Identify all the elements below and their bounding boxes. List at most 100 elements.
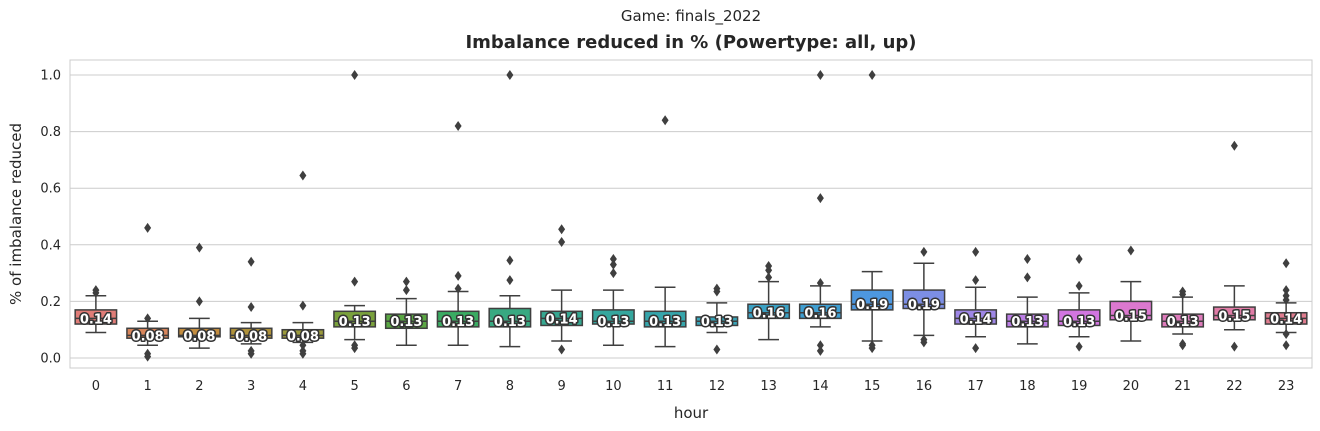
chart-title: Imbalance reduced in % (Powertype: all, …	[465, 32, 916, 53]
x-tick-label: 10	[605, 379, 622, 394]
x-axis-label: hour	[674, 404, 709, 422]
box-hour-11: 0.13	[643, 115, 687, 348]
median-label: 0.08	[132, 329, 164, 344]
x-tick-label: 15	[864, 379, 881, 394]
box-hour-18: 0.13	[1005, 253, 1049, 345]
outlier-point	[609, 268, 617, 279]
y-tick-label: 1.0	[40, 69, 61, 84]
outlier-point	[247, 302, 255, 313]
outlier-point	[1023, 253, 1031, 264]
outlier-point	[92, 285, 100, 296]
iqr-box	[798, 303, 842, 320]
median-label: 0.14	[546, 312, 578, 327]
outlier-point	[351, 70, 359, 80]
x-tick-label: 12	[709, 379, 726, 394]
median-label: 0.13	[597, 315, 629, 330]
iqr-box	[229, 327, 273, 339]
outlier-point	[195, 242, 203, 253]
iqr-box	[643, 310, 687, 328]
outlier-point	[1075, 280, 1083, 291]
x-tick-label: 22	[1226, 379, 1243, 394]
box-hour-19: 0.13	[1057, 253, 1101, 352]
outlier-point	[816, 340, 824, 351]
outlier-point	[972, 275, 980, 286]
outlier-point	[816, 193, 824, 204]
median-label: 0.15	[1115, 310, 1147, 325]
box-hour-2: 0.08	[177, 242, 221, 349]
outlier-point	[144, 313, 152, 324]
x-tick-label: 4	[299, 379, 307, 394]
x-tick-label: 6	[402, 379, 410, 394]
box-hour-0: 0.14	[74, 285, 118, 334]
median-label: 0.13	[701, 315, 733, 330]
median-label: 0.08	[183, 329, 215, 344]
outlier-point	[713, 286, 721, 297]
boxplot-series: 0.14 0.08 0.08 0.08 0.08 0.13 0.13 0.13 0.13 0.14…	[74, 70, 1308, 362]
outlier-point	[506, 70, 514, 80]
median-label: 0.13	[649, 315, 681, 330]
iqr-box	[747, 303, 791, 320]
x-tick-label: 9	[557, 379, 565, 394]
outlier-point	[1282, 328, 1290, 339]
box-hour-8: 0.13	[488, 70, 532, 348]
x-tick-label: 23	[1278, 379, 1295, 394]
iqr-box	[436, 310, 480, 328]
box-hour-21: 0.13	[1161, 286, 1205, 351]
outlier-point	[351, 276, 359, 287]
x-tick-labels: 0 1 2 3 4 5 6 7 8 9 10 11 12 13 14 15 16 17 18 19 20 21 22 23	[92, 379, 1295, 394]
median-label: 0.13	[390, 315, 422, 330]
y-tick-label: 0.8	[40, 125, 61, 140]
outlier-point	[299, 348, 307, 359]
outlier-point	[609, 259, 617, 270]
y-tick-label: 0.2	[40, 295, 61, 310]
box-hour-22: 0.15	[1212, 140, 1256, 352]
outlier-point	[558, 224, 566, 235]
x-tick-label: 14	[812, 379, 829, 394]
outlier-point	[972, 246, 980, 257]
outlier-point	[351, 343, 359, 354]
median-label: 0.16	[753, 307, 785, 322]
plot-frame	[69, 59, 1313, 369]
outlier-point	[1282, 340, 1290, 351]
box-hour-3: 0.08	[229, 256, 273, 359]
outlier-point	[454, 283, 462, 294]
outlier-point	[868, 70, 876, 80]
box-hour-15: 0.19	[850, 70, 894, 354]
median-label: 0.14	[960, 312, 992, 327]
iqr-box	[333, 310, 377, 328]
outlier-point	[299, 340, 307, 351]
outlier-point	[558, 236, 566, 247]
median-label: 0.14	[80, 312, 112, 327]
outlier-point	[1282, 294, 1290, 305]
median-label: 0.13	[494, 315, 526, 330]
outlier-point	[1282, 285, 1290, 296]
outlier-point	[402, 276, 410, 287]
outlier-point	[454, 270, 462, 281]
outlier-point	[920, 337, 928, 348]
x-tick-label: 17	[967, 379, 984, 394]
y-tick-label: 0.4	[40, 238, 61, 253]
box-hour-7: 0.13	[436, 120, 480, 347]
iqr-box	[954, 309, 998, 325]
outlier-point	[920, 246, 928, 257]
iqr-box	[488, 307, 532, 328]
outlier-point	[765, 272, 773, 283]
box-hour-23: 0.14	[1264, 258, 1308, 351]
median-label: 0.13	[1167, 315, 1199, 330]
outlier-point	[1023, 272, 1031, 283]
box-hour-1: 0.08	[126, 222, 170, 362]
outlier-point	[299, 170, 307, 181]
box-hour-16: 0.19	[902, 246, 946, 348]
chart-suptitle: Game: finals_2022	[621, 7, 761, 26]
outlier-point	[713, 344, 721, 355]
x-tick-label: 0	[92, 379, 100, 394]
outlier-point	[1179, 289, 1187, 300]
x-tick-label: 18	[1019, 379, 1036, 394]
x-tick-label: 21	[1174, 379, 1191, 394]
median-label: 0.19	[856, 298, 888, 313]
y-gridlines	[70, 74, 1312, 359]
iqr-box	[177, 327, 221, 338]
box-hour-14: 0.16	[798, 70, 842, 356]
y-axis-label: % of imbalance reduced	[7, 123, 25, 305]
